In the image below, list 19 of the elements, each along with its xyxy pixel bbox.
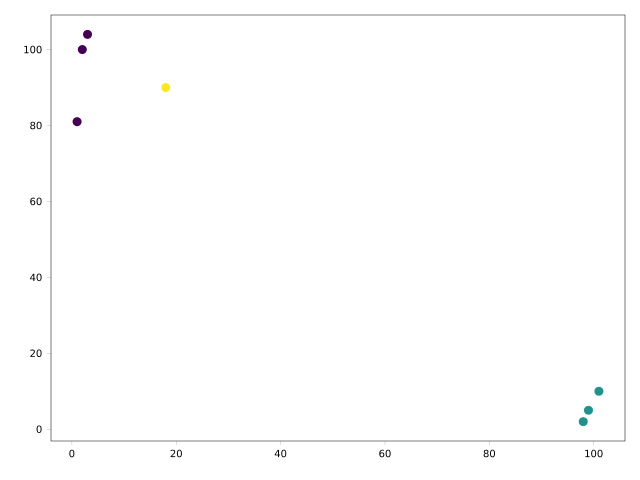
- y-tick-label: 100: [24, 46, 42, 54]
- y-tick-label: 20: [30, 350, 42, 358]
- x-tick-label: 0: [69, 450, 74, 458]
- point: [82, 30, 92, 39]
- point: [72, 117, 82, 126]
- x-tick-label: 40: [274, 450, 286, 458]
- point: [594, 386, 604, 396]
- y-tick-label: 60: [30, 198, 42, 206]
- point: [584, 406, 594, 415]
- point: [161, 82, 170, 92]
- x-tick-label: 20: [170, 450, 182, 458]
- y-tick-label: 40: [30, 274, 42, 282]
- y-tick-label: 80: [30, 122, 42, 130]
- x-tick-label: 80: [484, 450, 496, 458]
- point: [78, 45, 87, 54]
- x-tick-label: 100: [585, 450, 603, 458]
- point: [578, 417, 588, 426]
- y-tick-label: 0: [36, 425, 42, 434]
- x-tick-label: 60: [379, 450, 391, 458]
